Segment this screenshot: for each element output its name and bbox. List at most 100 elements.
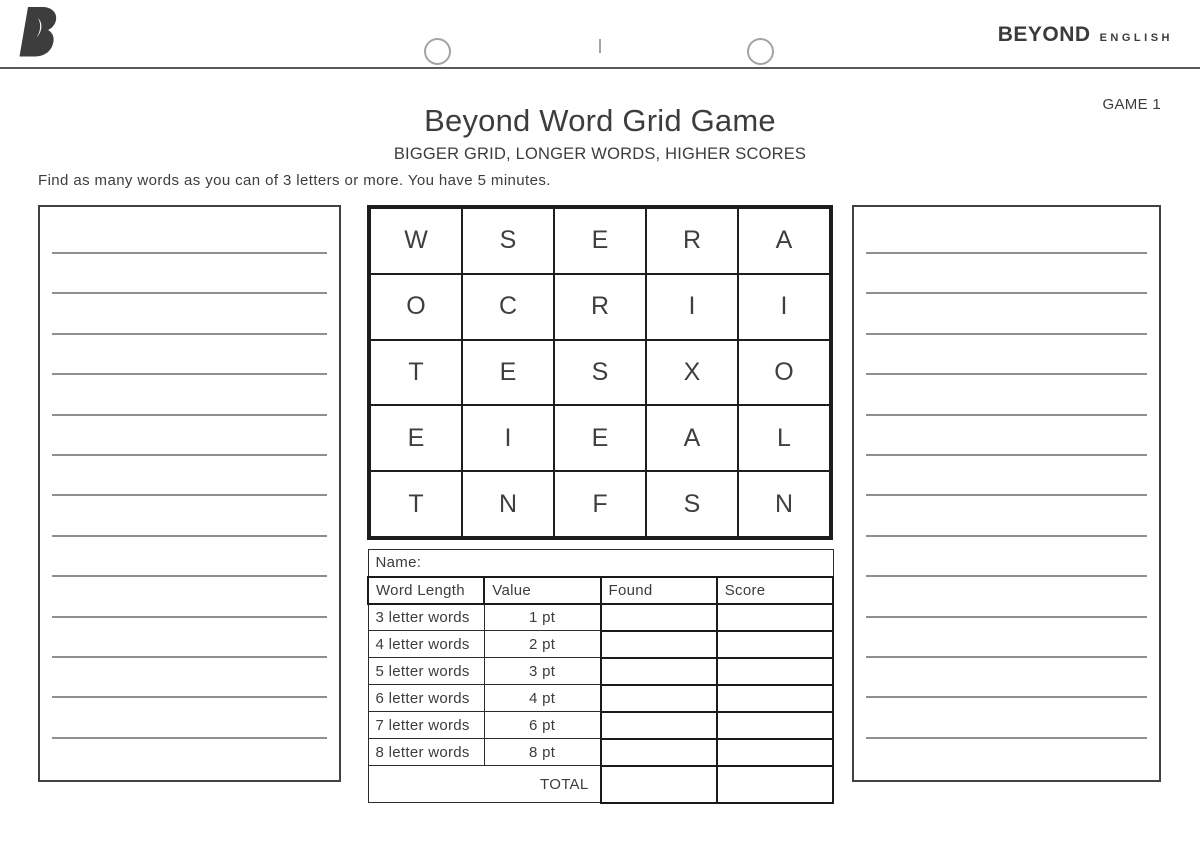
answer-line [866,373,1147,376]
word-length-cell: 3 letter words [367,603,485,631]
answer-line [866,292,1147,295]
brand-secondary-text: ENGLISH [1099,32,1173,44]
grid-cell: X [646,339,738,406]
grid-cell: E [554,208,646,274]
score-cell [715,683,835,713]
found-cell [599,656,718,686]
score-cell [715,602,835,632]
score-table: Name: Word Length Value Found Score 3 lette… [366,549,835,804]
score-row: 8 letter words 8 pt [367,737,835,767]
word-length-cell: 8 letter words [367,738,485,766]
grid-cell: E [554,405,646,472]
score-row: 4 letter words 2 pt [367,629,835,659]
game-number-label: GAME 1 [1102,96,1161,113]
grid-cell: E [370,405,462,472]
answer-line [866,332,1147,335]
answer-line [52,575,327,578]
grid-cell: S [646,471,738,537]
page-subtitle: BIGGER GRID, LONGER WORDS, HIGHER SCORES [393,145,807,163]
answer-line [52,413,327,416]
found-cell [599,602,718,632]
grid-cell: E [462,339,554,406]
score-cell [715,656,835,686]
grid-cell: L [738,405,830,472]
grid-cell: W [370,208,462,274]
value-cell: 4 pt [483,684,602,712]
answer-panel-right [852,205,1161,782]
score-row: 6 letter words 4 pt [367,683,835,713]
score-column-header: Word Length [366,575,486,605]
answer-line [52,494,327,497]
brand-wordmark: BEYOND ENGLISH [998,23,1173,47]
found-cell [599,683,718,713]
word-length-cell: 4 letter words [367,630,485,658]
answer-line [866,252,1147,254]
punch-hole-icon [424,38,451,65]
total-score-cell [715,764,835,804]
answer-line [866,696,1147,699]
answer-line [52,252,327,254]
answer-line [52,332,327,335]
grid-cell: N [462,471,554,537]
answer-line [866,575,1147,578]
value-cell: 8 pt [483,738,602,766]
word-length-cell: 6 letter words [367,684,485,712]
grid-cell: I [462,405,554,472]
word-length-cell: 7 letter words [367,711,485,739]
answer-line [52,292,327,295]
answer-line [52,454,327,456]
answer-line [866,656,1147,658]
grid-cell: I [738,273,830,340]
grid-cell: R [646,208,738,274]
value-cell: 6 pt [483,711,602,739]
grid-cell: O [370,273,462,340]
grid-cell: C [462,273,554,340]
grid-cell: O [738,339,830,406]
answer-line [866,736,1147,739]
score-row: 3 letter words 1 pt [367,602,835,632]
total-label: TOTAL [367,765,601,803]
value-cell: 1 pt [483,603,602,631]
answer-line [52,656,327,658]
score-cell [715,737,835,767]
punch-hole-icon [747,38,774,65]
score-column-header: Value [483,575,602,605]
grid-cell: F [554,471,646,537]
answer-line [866,454,1147,456]
grid-cell: N [738,471,830,537]
grid-cell: S [554,339,646,406]
answer-panel-left [38,205,341,782]
value-cell: 3 pt [483,657,602,685]
answer-line [52,615,327,618]
score-row: 5 letter words 3 pt [367,656,835,686]
found-cell [599,737,718,767]
name-label: Name: [367,549,834,577]
grid-cell: T [370,339,462,406]
name-row: Name: [367,549,834,577]
score-column-header: Found [599,575,718,605]
score-cell [715,629,835,659]
answer-line [52,534,327,537]
header-divider [0,67,1200,69]
word-length-cell: 5 letter words [367,657,485,685]
total-found-cell [599,764,718,804]
found-cell [599,710,718,740]
answer-line [52,696,327,699]
answer-line [52,373,327,376]
answer-line [52,736,327,739]
grid-cell: T [370,471,462,537]
grid-cell: A [738,208,830,274]
registration-mark [599,39,601,53]
brand-primary-text: BEYOND [997,23,1091,46]
grid-cell: R [554,273,646,340]
answer-line [866,534,1147,537]
grid-cell: I [646,273,738,340]
answer-line [866,615,1147,618]
beyond-b-logo-icon [19,7,57,57]
score-column-header: Score [715,575,835,605]
answer-line [866,413,1147,416]
total-row: TOTAL [367,764,835,804]
found-cell [599,629,718,659]
